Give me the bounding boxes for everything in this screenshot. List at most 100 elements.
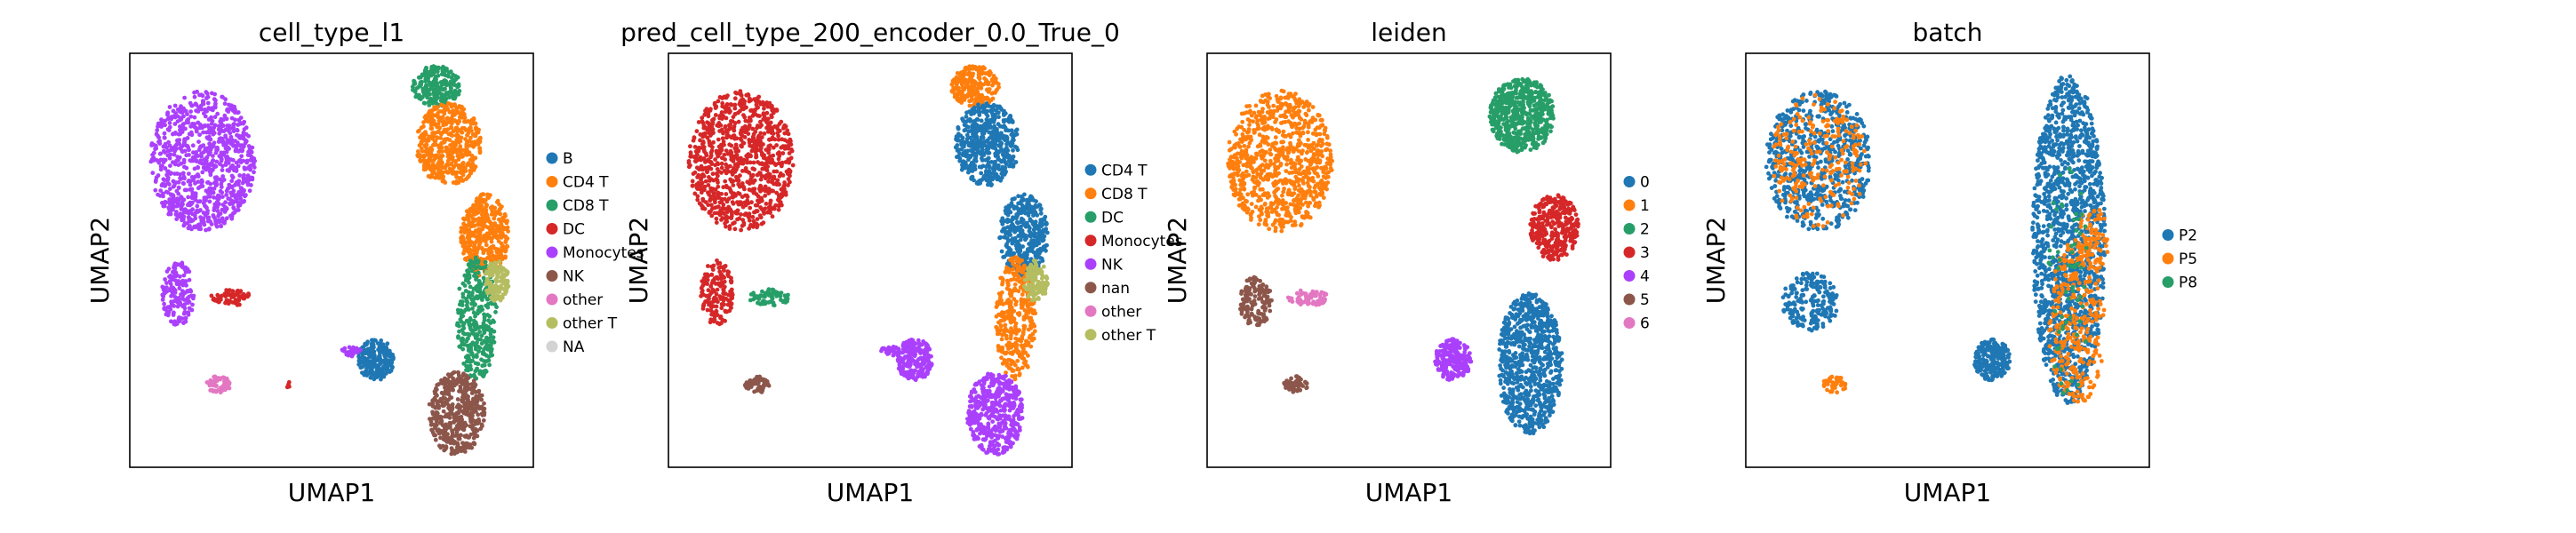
point-monocytes (777, 128, 782, 133)
point-nk (457, 389, 461, 394)
point-monocytes (715, 204, 720, 210)
point-cd4-t (503, 248, 508, 252)
point-nk (910, 369, 915, 373)
point-monocytes (158, 167, 164, 172)
point-monocytes (199, 154, 204, 159)
point-cd4-t (484, 211, 489, 216)
point-monocytes (163, 150, 167, 155)
point-monocytes (231, 188, 236, 194)
point-monocytes (168, 163, 172, 169)
point-monocytes (713, 187, 718, 192)
point-other-t (500, 292, 506, 298)
point-monocytes (757, 138, 763, 143)
point-monocytes (172, 152, 177, 157)
point-nk (929, 362, 933, 368)
point-monocytes (732, 96, 738, 101)
point-monocytes (700, 206, 705, 211)
point-cd4-t (452, 118, 457, 123)
point-monocytes (703, 179, 708, 184)
point-monocytes (759, 151, 764, 155)
point-monocytes (179, 264, 184, 268)
point-monocytes (725, 151, 731, 156)
point-cd4-t (420, 139, 425, 144)
point-monocytes (758, 131, 764, 136)
point-cd8-t (443, 86, 447, 91)
point-monocytes (151, 156, 156, 162)
point-monocytes (707, 139, 712, 144)
point-monocytes (720, 104, 725, 109)
point-monocytes (721, 139, 726, 145)
point-cd4-t (500, 245, 504, 250)
point-cd4-t (436, 154, 441, 159)
point-cd8-t (467, 322, 472, 327)
point-monocytes (723, 291, 728, 297)
point-cd4-t (479, 203, 484, 209)
point-cd8-t (476, 349, 481, 354)
point-monocytes (195, 89, 200, 94)
point-monocytes (182, 95, 188, 100)
point-monocytes (181, 157, 187, 163)
point-monocytes (228, 213, 233, 219)
point-monocytes (714, 216, 719, 221)
point-cd8-t (473, 343, 477, 347)
point-monocytes (232, 168, 236, 173)
point-b (372, 362, 378, 367)
point-b (370, 339, 375, 345)
point-nk (473, 428, 477, 434)
point-cd8-t (465, 306, 470, 310)
point-cd8-t (430, 72, 436, 76)
point-monocytes (710, 131, 716, 135)
point-monocytes (236, 203, 241, 209)
point-monocytes (712, 198, 717, 203)
point-cd4-t (447, 138, 452, 142)
legend-label: CD4 T (563, 174, 609, 192)
point-nk (926, 359, 932, 364)
point-monocytes (213, 218, 219, 223)
point-monocytes (226, 196, 231, 202)
point-monocytes (716, 194, 720, 199)
point-cd4-t (424, 138, 429, 143)
point-nk (454, 430, 460, 434)
point-monocytes (714, 274, 719, 280)
point-nk (921, 367, 925, 372)
point-other-t (485, 278, 490, 283)
point-cd8-t (456, 334, 460, 339)
point-nk (479, 405, 484, 410)
point-b (376, 354, 381, 360)
point-monocytes (739, 155, 743, 161)
point-nk (433, 437, 438, 442)
point-monocytes (158, 157, 164, 163)
legend-item: CD8 T (546, 197, 609, 215)
point-dc (246, 292, 252, 298)
point-b (371, 354, 375, 359)
point-other (227, 380, 232, 386)
point-cd8-t (465, 268, 469, 274)
point-cd8-t (478, 337, 483, 342)
point-monocytes (734, 167, 739, 172)
point-cd4-t (430, 162, 436, 167)
point-nk (443, 429, 448, 434)
point-monocytes (212, 180, 217, 186)
point-cd4-t (460, 130, 465, 135)
point-cd4-t (486, 251, 492, 256)
point-monocytes (161, 122, 165, 127)
point-cd4-t (423, 167, 428, 172)
point-cd8-t (432, 92, 436, 98)
point-cd8-t (477, 330, 482, 334)
point-monocytes (758, 215, 764, 220)
point-cd4-t (440, 161, 444, 166)
point-cd4-t (471, 244, 476, 250)
point-monocytes (252, 158, 257, 163)
point-monocytes (732, 227, 738, 232)
point-monocytes (750, 214, 756, 219)
point-cd8-t (471, 310, 476, 315)
point-monocytes (747, 211, 752, 217)
point-monocytes (728, 148, 733, 154)
point-other-t (504, 286, 509, 291)
point-monocytes (172, 122, 178, 126)
point-cd8-t (469, 259, 475, 265)
point-monocytes (238, 201, 244, 205)
point-other-t (493, 261, 499, 266)
point-monocytes (209, 222, 214, 227)
point-monocytes (154, 131, 159, 137)
